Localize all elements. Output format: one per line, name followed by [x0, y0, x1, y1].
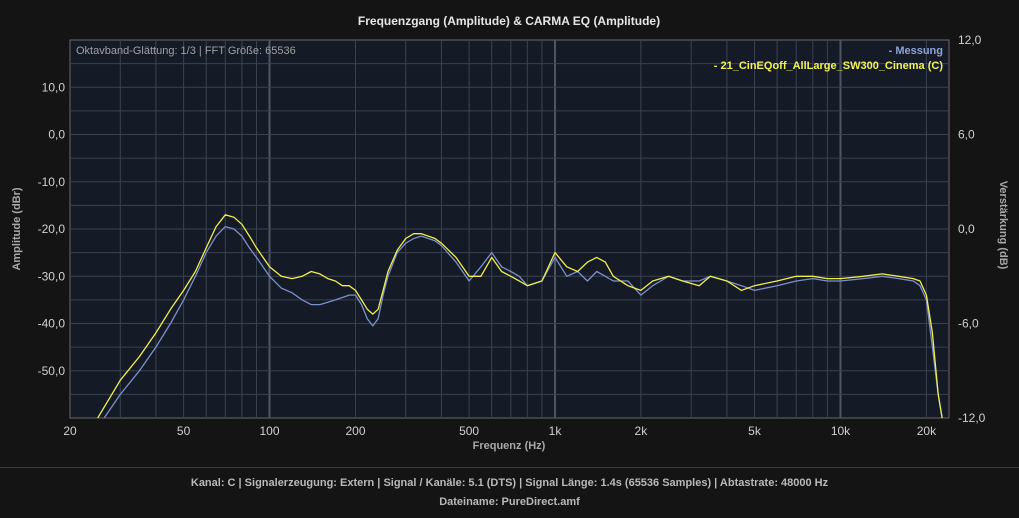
x-tick-label: 200: [345, 424, 365, 438]
y-tick-labels: 10,0 0,0 -10,0 -20,0 -30,0 -40,0 -50,0: [38, 80, 66, 378]
x-tick-label: 100: [259, 424, 279, 438]
grid-layer: [70, 40, 949, 418]
x-tick-label: 500: [459, 424, 479, 438]
y-tick-label: -50,0: [38, 364, 66, 378]
x-tick-label: 10k: [831, 424, 851, 438]
x-tick-label: 20k: [917, 424, 937, 438]
x-tick-label: 5k: [748, 424, 762, 438]
x-tick-label: 50: [177, 424, 191, 438]
y2-tick-label: -12,0: [958, 411, 986, 425]
y-tick-label: -40,0: [38, 317, 66, 331]
signal-info: Kanal: C | Signalerzeugung: Extern | Sig…: [190, 477, 829, 489]
smoothing-note: Oktavband-Glättung: 1/3 | FFT Größe: 655…: [76, 45, 296, 57]
y2-tick-label: 12,0: [958, 33, 982, 47]
x-axis-label: Frequenz (Hz): [473, 440, 546, 452]
y-axis-label: Amplitude (dBr): [11, 187, 23, 270]
series-line-1: [103, 225, 943, 418]
y2-axis-label: Verstärkung (dB): [997, 181, 1009, 270]
file-name: Dateiname: PureDirect.amf: [439, 496, 580, 508]
x-tick-label: 20: [63, 424, 77, 438]
series-layer: [97, 214, 943, 418]
y-tick-label: 0,0: [48, 128, 65, 142]
x-tick-label: 1k: [549, 424, 563, 438]
y2-tick-label: 6,0: [958, 128, 975, 142]
y-tick-label: 10,0: [42, 80, 66, 94]
y2-tick-label: -6,0: [958, 317, 979, 331]
y2-tick-labels: 12,0 6,0 0,0 -6,0 -12,0: [958, 33, 986, 425]
y-tick-label: -10,0: [38, 175, 66, 189]
x-tick-label: 2k: [635, 424, 649, 438]
legend-item-messung: - Messung: [889, 45, 943, 57]
legend-item-carma-eq: - 21_CinEQoff_AllLarge_SW300_Cinema (C): [714, 60, 944, 72]
chart: Frequenzgang (Amplitude) & CARMA EQ (Amp…: [11, 14, 1009, 452]
y2-tick-label: 0,0: [958, 222, 975, 236]
chart-title: Frequenzgang (Amplitude) & CARMA EQ (Amp…: [358, 14, 660, 28]
x-tick-labels: 20 50 100 200 500 1k 2k 5k 10k 20k: [63, 424, 937, 438]
y-tick-label: -30,0: [38, 269, 66, 283]
series-line-2: [97, 214, 943, 418]
y-tick-label: -20,0: [38, 222, 66, 236]
footer-divider: [0, 467, 1019, 468]
